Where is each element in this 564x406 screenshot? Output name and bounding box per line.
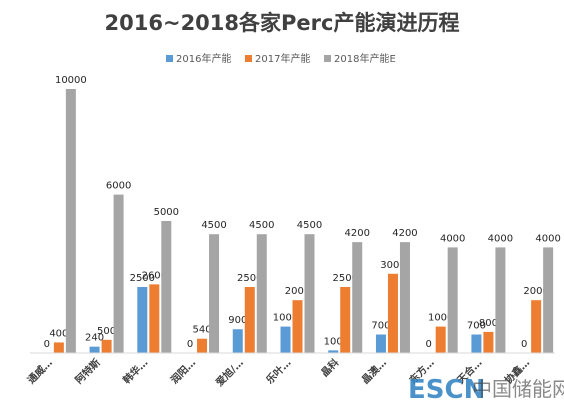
- bar-2017: [387, 273, 398, 353]
- bar-2016: [232, 329, 243, 353]
- data-label: 1000: [273, 313, 298, 324]
- data-label: 5000: [154, 207, 179, 218]
- watermark-logo: ESCN: [408, 375, 485, 405]
- bar-2017: [53, 342, 64, 353]
- data-label: 4500: [297, 220, 322, 231]
- data-label: 10000: [55, 75, 87, 86]
- bar-2016: [471, 334, 482, 353]
- bar-2016: [280, 326, 291, 353]
- bar-2018: [256, 234, 267, 353]
- bar-2018: [65, 89, 76, 353]
- data-label: 4000: [440, 233, 465, 244]
- bar-2017: [149, 284, 160, 353]
- data-label: 400: [49, 328, 68, 339]
- legend-label-2017: 2017年产能: [255, 52, 310, 65]
- legend-swatch-2016: [166, 55, 173, 62]
- bar-2016: [375, 334, 386, 353]
- data-label: 0: [44, 339, 50, 350]
- chart-legend: 2016年产能 2017年产能 2018年产能E: [166, 52, 396, 65]
- bar-2016: [137, 287, 148, 353]
- data-label: 4200: [345, 228, 370, 239]
- bar-2017: [340, 287, 351, 353]
- bar-2018: [352, 242, 363, 353]
- bar-2018: [543, 247, 554, 353]
- data-label: 4500: [201, 220, 226, 231]
- data-label: 0: [521, 339, 527, 350]
- data-label: 2000: [523, 286, 548, 297]
- data-label: 700: [371, 321, 390, 332]
- bar-2018: [399, 242, 410, 353]
- data-label: 2500: [237, 273, 262, 284]
- bar-2017: [244, 287, 255, 353]
- bar-2017: [197, 338, 208, 353]
- data-label: 900: [228, 315, 247, 326]
- bar-2018: [495, 247, 506, 353]
- bar-2018: [304, 234, 315, 353]
- data-label: 3000: [380, 260, 405, 271]
- bar-2018: [161, 221, 172, 353]
- data-label: 540: [192, 325, 211, 336]
- data-label: 500: [97, 326, 116, 337]
- data-label: 4200: [392, 228, 417, 239]
- bar-2018: [209, 234, 220, 353]
- data-label: 100: [324, 336, 343, 347]
- data-label: 2500: [333, 273, 358, 284]
- data-label: 2000: [285, 286, 310, 297]
- bar-2017: [292, 300, 303, 353]
- watermark: ESCN 中国储能网: [408, 375, 564, 405]
- data-label: 4000: [488, 233, 513, 244]
- data-label: 0: [425, 339, 431, 350]
- bar-2017: [435, 326, 446, 353]
- data-label: 800: [479, 318, 498, 329]
- plot-area: 0400100002405006000250026005000054045009…: [44, 75, 561, 353]
- legend-swatch-2017: [245, 55, 252, 62]
- bar-2017: [531, 300, 542, 353]
- data-label: 4500: [249, 220, 274, 231]
- data-label: 2500: [130, 273, 155, 284]
- data-label: 4000: [535, 233, 560, 244]
- bar-2018: [447, 247, 458, 353]
- legend-label-2018: 2018年产能E: [334, 52, 396, 65]
- bar-2016: [328, 350, 339, 353]
- bar-2018: [113, 194, 124, 353]
- watermark-site: 中国储能网: [472, 377, 564, 401]
- chart-title: 2016~2018各家Perc产能演进历程: [105, 11, 460, 35]
- bar-2016: [89, 346, 100, 353]
- data-label: 0: [187, 339, 193, 350]
- data-label: 700: [467, 321, 486, 332]
- legend-label-2016: 2016年产能: [176, 52, 231, 65]
- data-label: 2600: [142, 270, 167, 281]
- bar-2017: [483, 331, 494, 353]
- bar-2017: [101, 339, 112, 353]
- legend-swatch-2018: [324, 55, 331, 62]
- data-label: 6000: [106, 181, 131, 192]
- data-label: 240: [85, 333, 104, 344]
- data-label: 1000: [428, 313, 453, 324]
